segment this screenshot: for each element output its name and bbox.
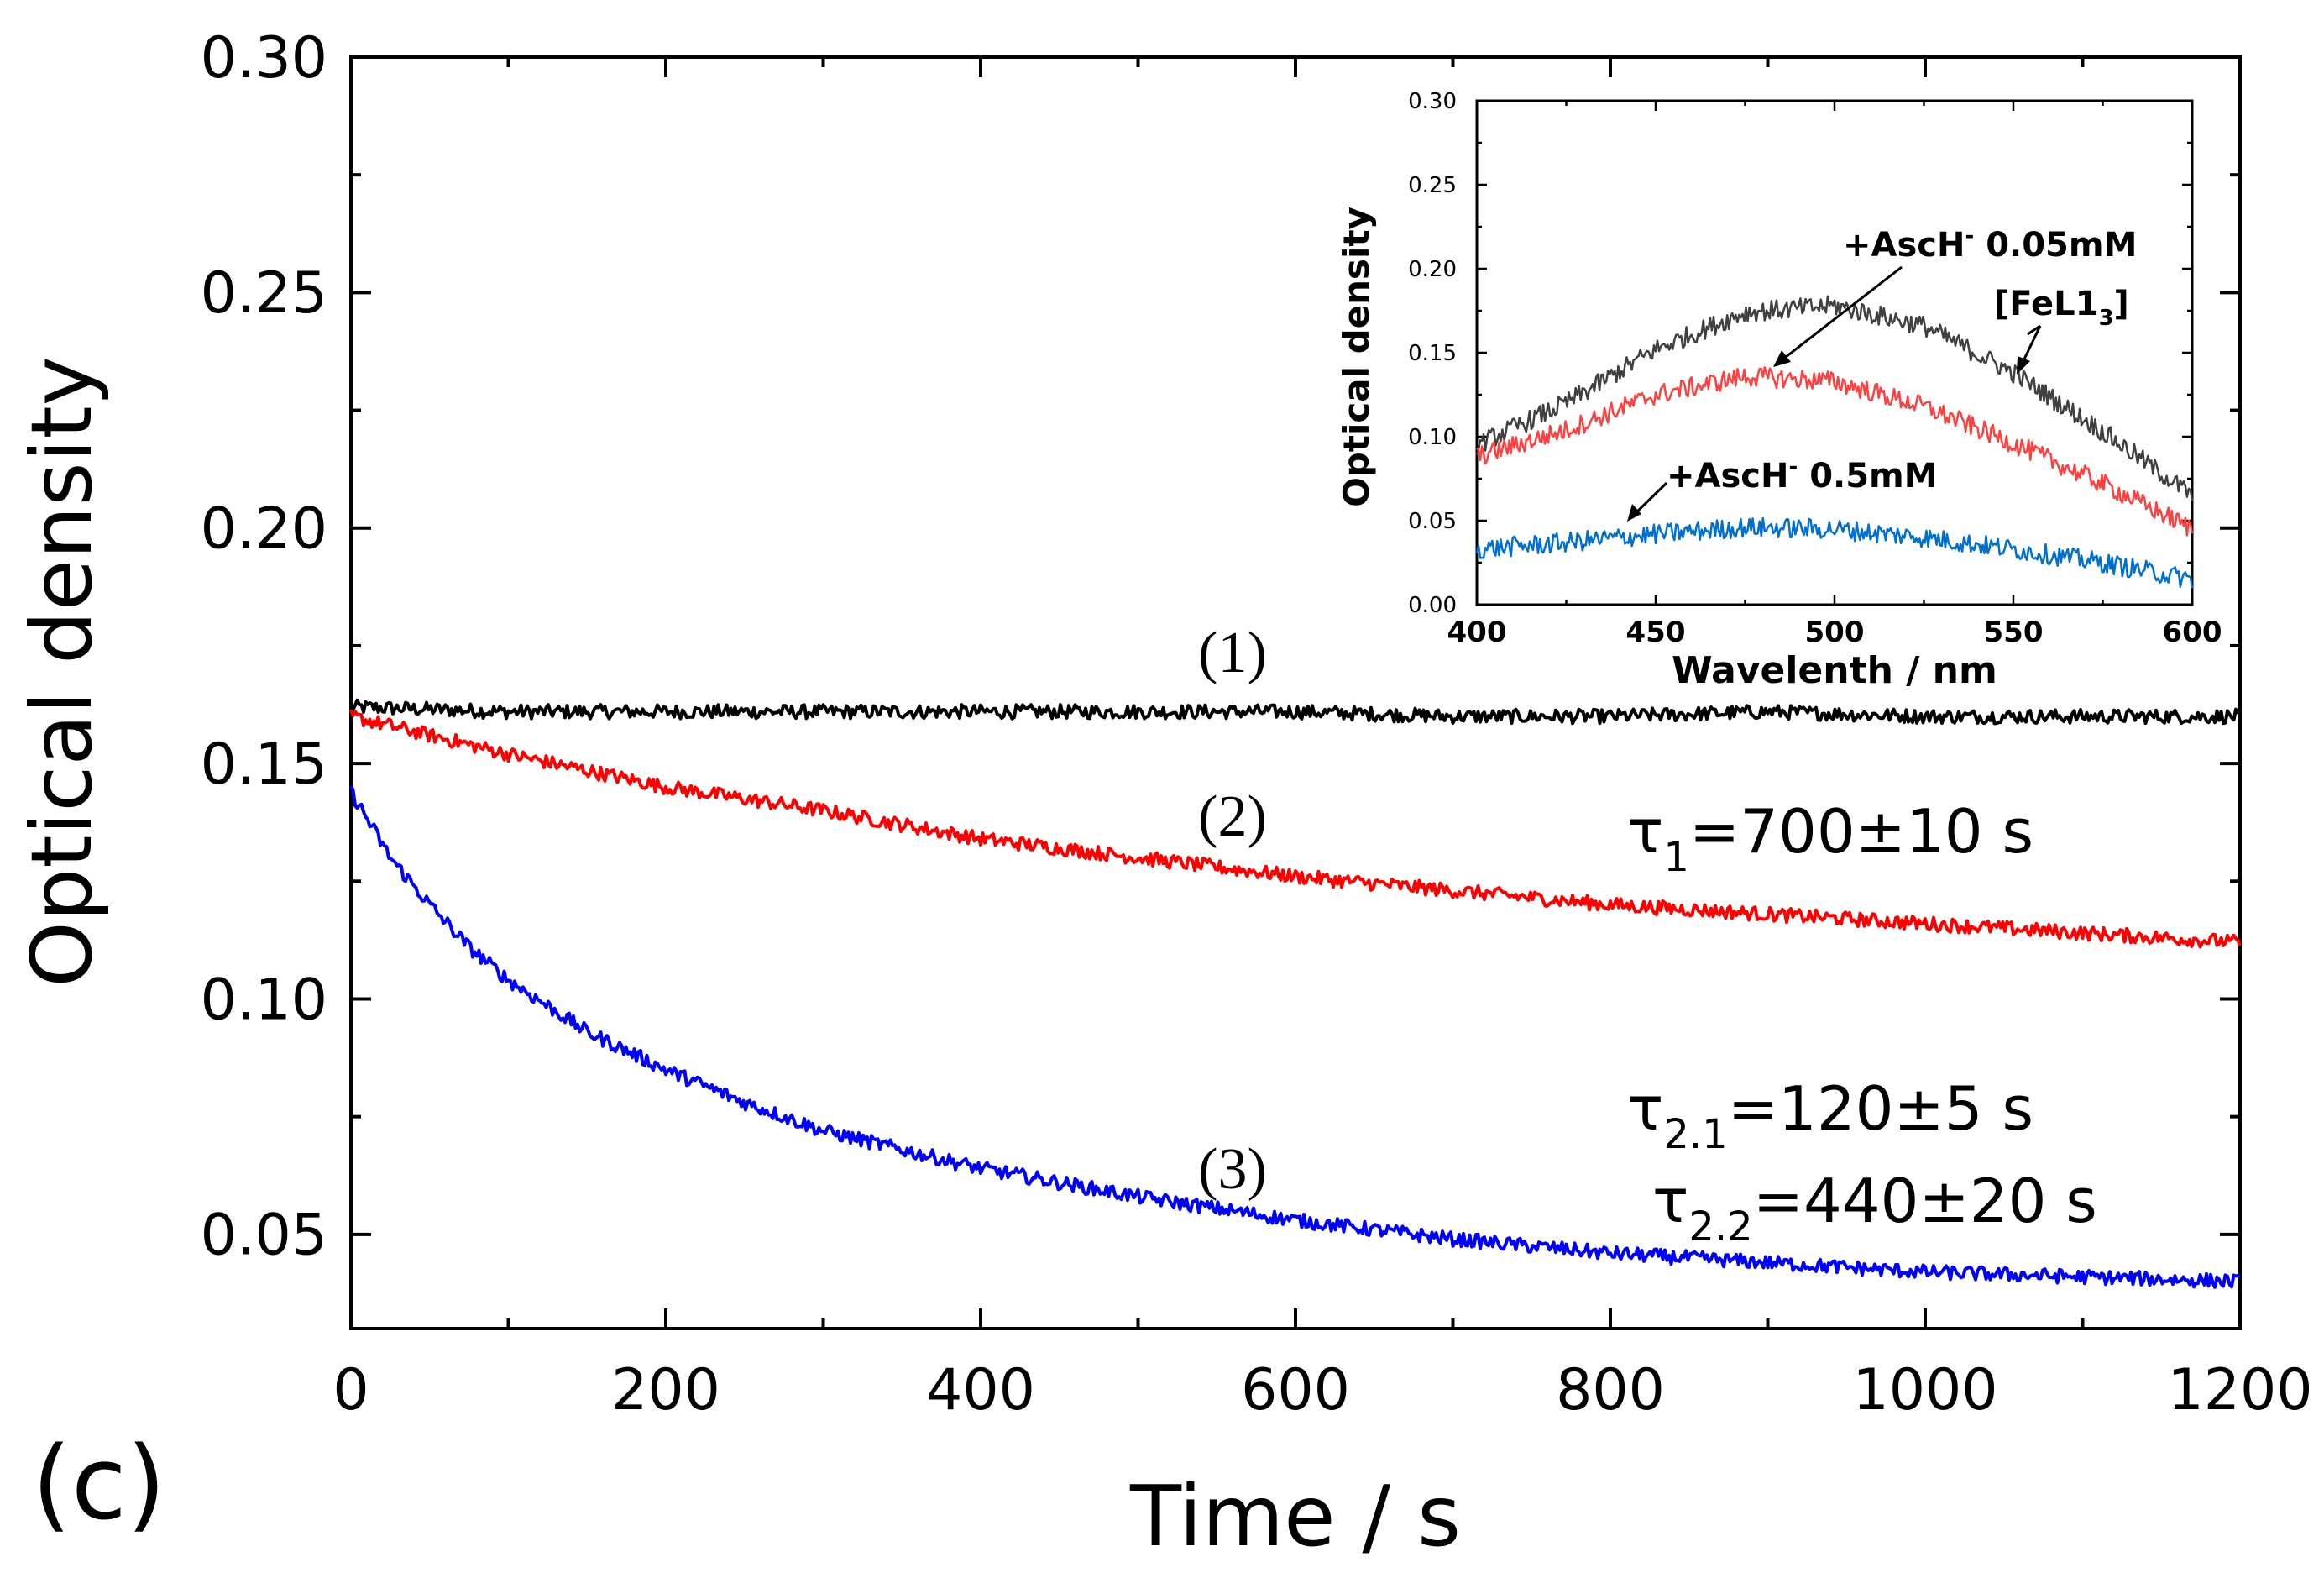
inset-x-tick-label: 450 [1626,616,1686,649]
inset-label-ascorbate-005: +AscH- 0.05mM [1843,223,2137,265]
inset-series-line-2 [1476,366,2194,537]
curve-label-2: (2) [1198,784,1267,849]
inset-x-tick-label: 600 [2163,616,2222,649]
inset-chart: 400 450 500 550 600 0.00 0.05 0.10 0.15 0.20 0.25 0… [1336,89,2222,692]
main-y-tick-label: 0.30 [201,25,327,92]
inset-y-tick-label: 0.20 [1408,257,1457,282]
inset-arrow-ascorbate-05 [1631,481,1668,517]
inset-x-tick-label: 550 [1984,616,2044,649]
inset-y-tick-label: 0.30 [1408,89,1457,114]
inset-y-tick-label: 0.00 [1408,593,1457,618]
curve-label-1: (1) [1198,621,1267,685]
main-x-tick-label: 400 [926,1357,1035,1423]
main-x-tick-label: 0 [332,1357,369,1423]
main-y-tick-label: 0.20 [201,496,327,563]
main-y-tick-label: 0.15 [201,731,327,798]
tau21-annotation: τ2.1=120±5 s [1627,1073,2034,1158]
main-y-tick-label: 0.25 [201,260,327,327]
inset-arrowhead-ascorbate-05 [1627,504,1641,522]
inset-ticks [1475,99,2194,606]
inset-y-tick-label: 0.10 [1408,425,1457,450]
panel-label: (c) [32,1426,166,1543]
main-series-line-3 [349,784,2241,1289]
main-x-axis-title: Time / s [1129,1467,1461,1565]
curve-label-3: (3) [1198,1137,1267,1202]
inset-arrow-ascorbate-005 [1777,265,1903,364]
inset-arrowhead-ascorbate-005 [1773,350,1791,367]
main-y-tick-label: 0.10 [201,967,327,1033]
main-series-line-2 [349,709,2242,949]
main-series-line-1 [349,698,2242,726]
inset-series-line-3 [1475,516,2194,589]
main-tick-labels: 0 200 400 600 800 1000 1200 0.05 0.10 0.15 0.20 0.2… [201,25,2313,1423]
inset-plot-frame [1475,99,2194,606]
inset-label-ascorbate-05: +AscH- 0.5mM [1667,454,1938,495]
inset-y-tick-label: 0.25 [1408,173,1457,198]
main-x-tick-label: 1000 [1852,1357,1997,1423]
main-x-tick-label: 800 [1556,1357,1665,1423]
inset-tick-labels: 400 450 500 550 600 0.00 0.05 0.10 0.15 0.20 0.25 0… [1408,89,2222,649]
inset-y-axis-title: Optical density [1336,207,1377,507]
main-chart: 0 200 400 600 800 1000 1200 0.05 0.10 0.15 0.20 0.2… [13,25,2313,1565]
inset-series [1475,295,2194,589]
main-x-tick-label: 600 [1241,1357,1350,1423]
inset-x-tick-label: 400 [1447,616,1507,649]
main-x-tick-label: 1200 [2167,1357,2312,1423]
main-x-tick-label: 200 [611,1357,720,1423]
inset-arrowhead-fel13 [2017,356,2030,375]
main-y-axis-title: Optical density [13,356,111,988]
inset-arrow-fel13 [2027,324,2041,336]
inset-y-tick-label: 0.05 [1408,509,1457,534]
inset-x-axis-title: Wavelenth / nm [1672,649,1997,692]
inset-y-tick-label: 0.15 [1408,341,1457,366]
inset-series-line-1 [1475,295,2194,501]
tau22-annotation: τ2.2=440±20 s [1652,1166,2097,1250]
inset-x-tick-label: 500 [1805,616,1865,649]
inset-label-fel13: [FeL13] [1994,285,2129,331]
tau1-annotation: τ1=700±10 s [1627,796,2034,881]
main-ticks [349,55,2242,1329]
main-y-tick-label: 0.05 [201,1203,327,1269]
main-series [349,698,2242,1289]
